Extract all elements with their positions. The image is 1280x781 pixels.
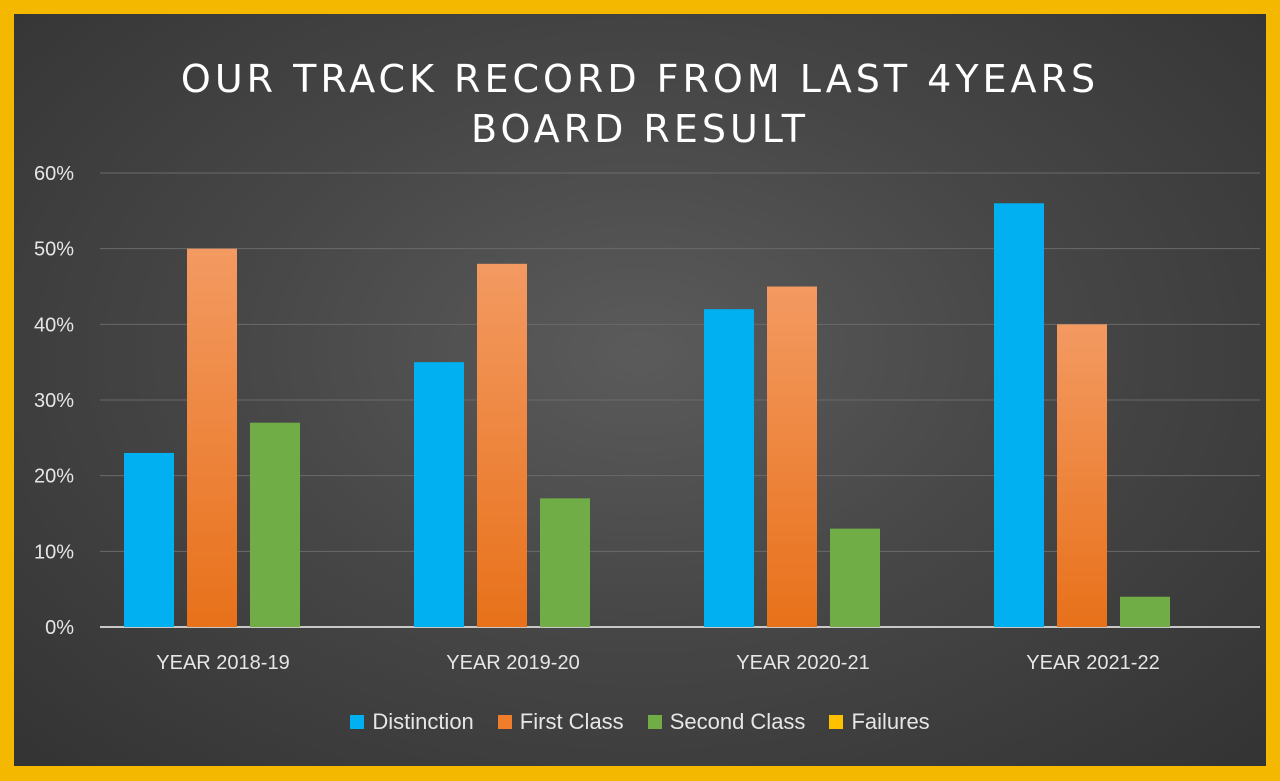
legend-item: Second Class (647, 709, 806, 735)
chart-frame: OUR TRACK RECORD FROM LAST 4YEARS BOARD … (14, 14, 1266, 766)
bar-second-class (1120, 596, 1170, 627)
bar-distinction (704, 309, 754, 627)
x-category-label: YEAR 2019-20 (446, 652, 579, 674)
y-tick-label: 10% (34, 541, 74, 563)
x-category-label: YEAR 2021-22 (1026, 652, 1159, 674)
x-category-label: YEAR 2020-21 (736, 652, 869, 674)
bar-second-class (250, 422, 300, 627)
bar-first-class (767, 286, 817, 627)
y-tick-label: 60% (34, 163, 74, 185)
legend-item: Distinction (350, 709, 474, 735)
legend-swatch (350, 715, 365, 729)
chart-legend: Distinction First Class Second Class Failur… (14, 709, 1266, 735)
legend-swatch (647, 715, 662, 729)
bar-distinction (124, 452, 174, 627)
y-tick-label: 40% (34, 314, 74, 336)
legend-swatch (829, 715, 844, 729)
bar-first-class (1057, 324, 1107, 627)
bar-distinction (994, 203, 1044, 627)
legend-label: Failures (851, 709, 930, 734)
bar-first-class (477, 263, 527, 627)
y-tick-label: 20% (34, 466, 74, 488)
legend-item: First Class (497, 709, 624, 735)
bar-second-class (540, 498, 590, 627)
bar-first-class (187, 248, 237, 627)
legend-label: Distinction (372, 709, 474, 734)
chart-title-line-1: OUR TRACK RECORD FROM LAST 4YEARS (180, 57, 1100, 101)
bar-second-class (830, 528, 880, 627)
chart-title: OUR TRACK RECORD FROM LAST 4YEARS BOARD … (14, 54, 1266, 154)
chart-title-line-2: BOARD RESULT (471, 107, 809, 151)
x-category-label: YEAR 2018-19 (156, 652, 289, 674)
legend-label: First Class (519, 709, 624, 734)
legend-item: Failures (829, 709, 930, 735)
bar-distinction (414, 362, 464, 627)
legend-swatch (497, 715, 512, 729)
bar-chart: 0% 10% 20% 30% 40% 50% 60% YEAR 2018-19 YEAR 201… (34, 163, 1260, 674)
y-tick-label: 30% (34, 390, 74, 412)
y-tick-label: 50% (34, 239, 74, 261)
y-tick-label: 0% (45, 617, 74, 639)
legend-label: Second Class (669, 709, 806, 734)
